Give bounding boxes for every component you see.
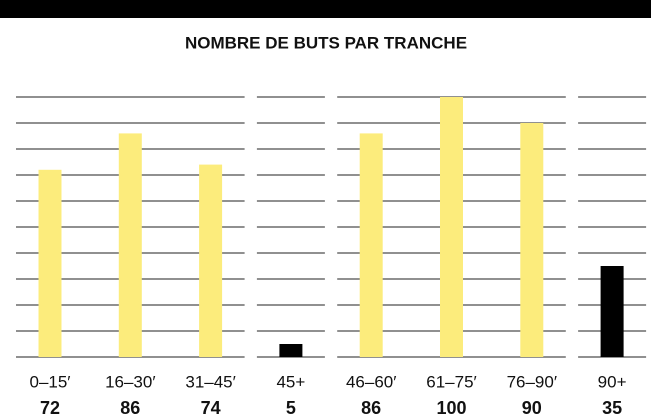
value-label: 72 bbox=[40, 398, 60, 418]
x-tick-label: 46–60′ bbox=[346, 372, 396, 391]
bar bbox=[359, 133, 383, 357]
bar bbox=[38, 169, 62, 357]
value-label: 74 bbox=[201, 398, 221, 418]
x-tick-label: 61–75′ bbox=[426, 372, 476, 391]
bar bbox=[279, 344, 303, 357]
chart-title: NOMBRE DE BUTS PAR TRANCHE bbox=[185, 33, 467, 52]
x-tick-label: 45+ bbox=[276, 372, 305, 391]
value-label: 90 bbox=[522, 398, 542, 418]
bar bbox=[520, 123, 544, 357]
bar bbox=[600, 266, 624, 357]
x-tick-label: 76–90′ bbox=[507, 372, 557, 391]
x-tick-label: 31–45′ bbox=[185, 372, 235, 391]
x-tick-label: 16–30′ bbox=[105, 372, 155, 391]
value-label: 86 bbox=[120, 398, 140, 418]
x-tick-label: 0–15′ bbox=[29, 372, 70, 391]
bar bbox=[440, 97, 463, 357]
bar bbox=[199, 164, 223, 357]
value-label: 35 bbox=[602, 398, 622, 418]
value-label: 86 bbox=[361, 398, 381, 418]
header-bar bbox=[0, 0, 651, 18]
value-label: 100 bbox=[436, 398, 466, 418]
value-label: 5 bbox=[286, 398, 296, 418]
bar bbox=[118, 133, 142, 357]
x-tick-label: 90+ bbox=[598, 372, 627, 391]
